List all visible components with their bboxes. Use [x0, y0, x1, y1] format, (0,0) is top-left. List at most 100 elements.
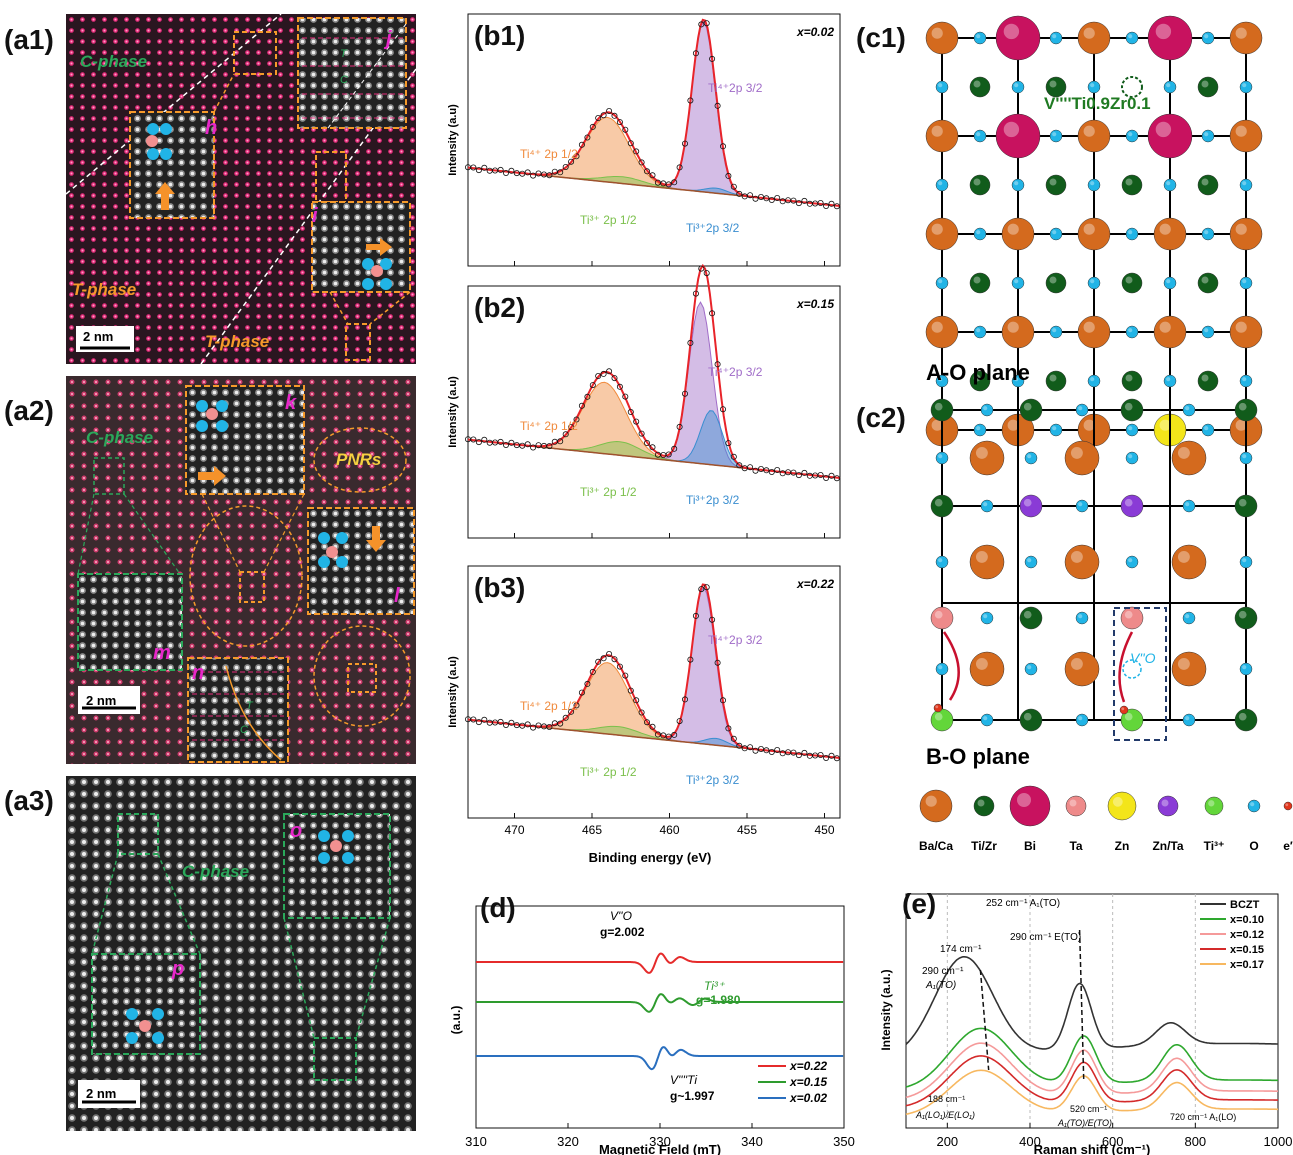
xps-point [649, 172, 656, 179]
ti-b-site-highlight [934, 498, 943, 507]
legend-label-7: O [1249, 839, 1258, 853]
xps-point [557, 720, 564, 727]
o-atom [1163, 374, 1177, 388]
o-atom-highlight [1204, 426, 1209, 431]
o-atom-highlight [1128, 34, 1133, 39]
xps-label-ti4-half: Ti⁴⁺ 2p 1/2 [520, 419, 578, 433]
xps-point [606, 108, 613, 115]
raman-ann-252: 252 cm⁻¹ A₁(TO) [986, 898, 1060, 909]
o-atom-highlight [1242, 83, 1247, 88]
ba-ca-atom-highlight [1083, 27, 1095, 39]
raman-frame [905, 893, 1279, 1129]
raman-ann-520: 520 cm⁻¹ [1070, 1104, 1107, 1114]
xps-composition-b3: x=0.22 [796, 577, 834, 591]
xps-label-ti4-half: Ti⁴⁺ 2p 1/2 [520, 699, 578, 713]
ba-ca-atom-highlight [1070, 446, 1083, 459]
xps-point [622, 126, 629, 133]
legend-label-5: Zn/Ta [1152, 839, 1183, 853]
raman-ann-290e: 290 cm⁻¹ E(TO) [1010, 932, 1081, 943]
ba-ca-atom-highlight [1083, 125, 1095, 137]
xps-point [568, 424, 575, 431]
electron-transfer-arrow [942, 631, 960, 701]
ti-b-site [1019, 708, 1043, 732]
ti-zr-atom-highlight [1049, 178, 1057, 186]
xps-point [698, 586, 705, 593]
bi-atom-highlight [1155, 121, 1172, 138]
ti-b-site [1120, 398, 1144, 422]
o-atom [1239, 276, 1253, 290]
xps-point [470, 436, 477, 443]
xps-point [568, 708, 575, 715]
panel-label-c2: (c2) [856, 402, 906, 433]
ti-zr-atom [969, 272, 991, 294]
xps-point [709, 310, 716, 317]
xps-point [503, 169, 510, 176]
ti-zr-atom [1121, 272, 1143, 294]
xps-point [546, 443, 553, 450]
raman-tick-label: 1000 [1264, 1134, 1293, 1149]
xps-point [606, 368, 613, 375]
raman-ann-520b: A₁(TO)/E(TO) [1057, 1118, 1112, 1128]
label-h: h [205, 117, 218, 139]
xps-point [627, 687, 634, 694]
xps-panel-b1: Intensity (a.u) x=0.02 Ti⁴⁺ 2p 1/2 Ti⁴⁺2p 3… [447, 13, 841, 267]
ba-ca-atom [1229, 217, 1263, 251]
ta-b-site-highlight [1124, 610, 1133, 619]
ta-b-site [930, 606, 954, 630]
ba-ca-atom [1153, 315, 1187, 349]
xps-point [790, 749, 797, 756]
ti-b-site-highlight [934, 402, 943, 411]
o-atom-highlight [976, 34, 981, 39]
ti-b-site [930, 398, 954, 422]
ba-ca-atom [1001, 217, 1035, 251]
o-atom [1049, 129, 1063, 143]
o-atom [1011, 178, 1025, 192]
o-atom [935, 555, 949, 569]
xps-point [703, 584, 710, 591]
xps-label-ti3-half: Ti³⁺ 2p 1/2 [580, 765, 637, 779]
o-atom-highlight [1027, 665, 1032, 670]
ba-ca-atom-highlight [1235, 125, 1247, 137]
xps-point [719, 697, 726, 704]
ti-zr-atom [1197, 76, 1219, 98]
ti3-b-site-highlight [1124, 712, 1133, 721]
o-atom [935, 276, 949, 290]
xps-point [530, 444, 537, 451]
o-atom-highlight [1204, 132, 1209, 137]
o-atom [980, 403, 994, 417]
epr-xlabel: Magnetic Field (mT) [599, 1142, 721, 1155]
xps-point [519, 722, 526, 729]
o-atom-highlight [983, 502, 988, 507]
o-atom [1125, 423, 1139, 437]
panel-label-a3: (a3) [4, 785, 54, 816]
ba-ca-atom-highlight [1083, 419, 1095, 431]
xps-point [481, 716, 488, 723]
panel-label-b3: (b3) [474, 572, 526, 603]
label-n: n [192, 662, 205, 684]
ba-ca-atom [925, 119, 959, 153]
o-atom-highlight [1078, 614, 1083, 619]
ti-b-site [1019, 398, 1043, 422]
ba-ca-atom-highlight [1159, 321, 1171, 333]
legend-atom-6-highlight [1208, 800, 1215, 807]
legend-atom-2-highlight [1017, 793, 1031, 807]
epr-series-x=0.22 [476, 952, 844, 974]
o-atom-highlight [1090, 377, 1095, 382]
xps-point [687, 97, 694, 104]
ti-b-site [1234, 708, 1258, 732]
o-atom-highlight [1014, 377, 1019, 382]
raman-series-BCZT [905, 956, 1278, 1050]
xps-point [676, 164, 683, 171]
ti-zr-atom-highlight [1125, 276, 1133, 284]
xps-point [817, 471, 824, 478]
ti-zr-atom-highlight [1049, 276, 1057, 284]
ti-zr-atom [1045, 76, 1067, 98]
o-atom [1011, 374, 1025, 388]
legend-label-3: Ta [1069, 839, 1082, 853]
ti-zr-atom-highlight [973, 374, 981, 382]
xps-point [643, 439, 650, 446]
o-atom-highlight [1078, 502, 1083, 507]
o-atom-highlight [1204, 328, 1209, 333]
xps-point [703, 20, 710, 27]
xps-point [562, 714, 569, 721]
